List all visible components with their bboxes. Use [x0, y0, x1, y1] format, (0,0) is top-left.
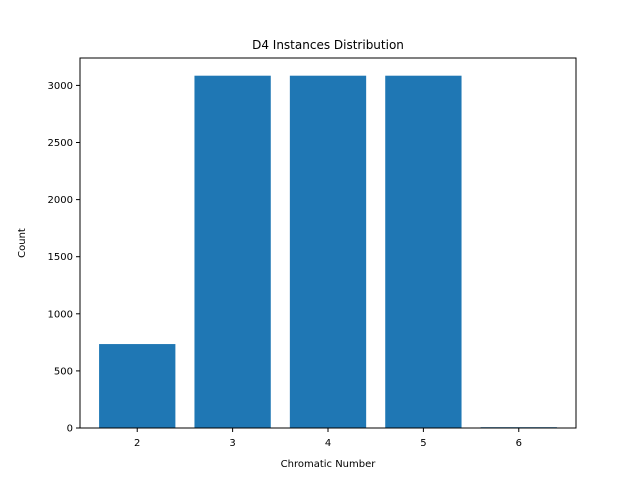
bar-4	[289, 75, 367, 428]
y-tick-label: 2000	[48, 195, 73, 206]
x-axis-ticks: 2 3 4 5 6	[134, 428, 522, 449]
y-tick-label: 2500	[48, 138, 73, 149]
bars-group	[99, 75, 557, 428]
y-axis-label: Count	[17, 228, 28, 258]
y-tick-label: 500	[54, 366, 73, 377]
bar-5	[385, 75, 462, 428]
x-tick-label: 5	[420, 438, 426, 449]
bar-3	[194, 75, 271, 428]
y-tick-label: 1500	[48, 252, 73, 263]
x-axis-label: Chromatic Number	[281, 459, 377, 470]
y-tick-label: 0	[67, 424, 73, 435]
y-axis-ticks: 0 500 1000 1500 2000 2500 3000	[48, 81, 80, 435]
chart-title: D4 Instances Distribution	[252, 38, 404, 52]
x-tick-label: 3	[229, 438, 235, 449]
y-tick-label: 1000	[48, 309, 73, 320]
x-tick-label: 2	[134, 438, 140, 449]
bar-2	[99, 344, 176, 428]
x-tick-label: 6	[516, 438, 522, 449]
x-tick-label: 4	[325, 438, 331, 449]
y-tick-label: 3000	[48, 81, 73, 92]
plot-area-frame	[79, 57, 577, 429]
